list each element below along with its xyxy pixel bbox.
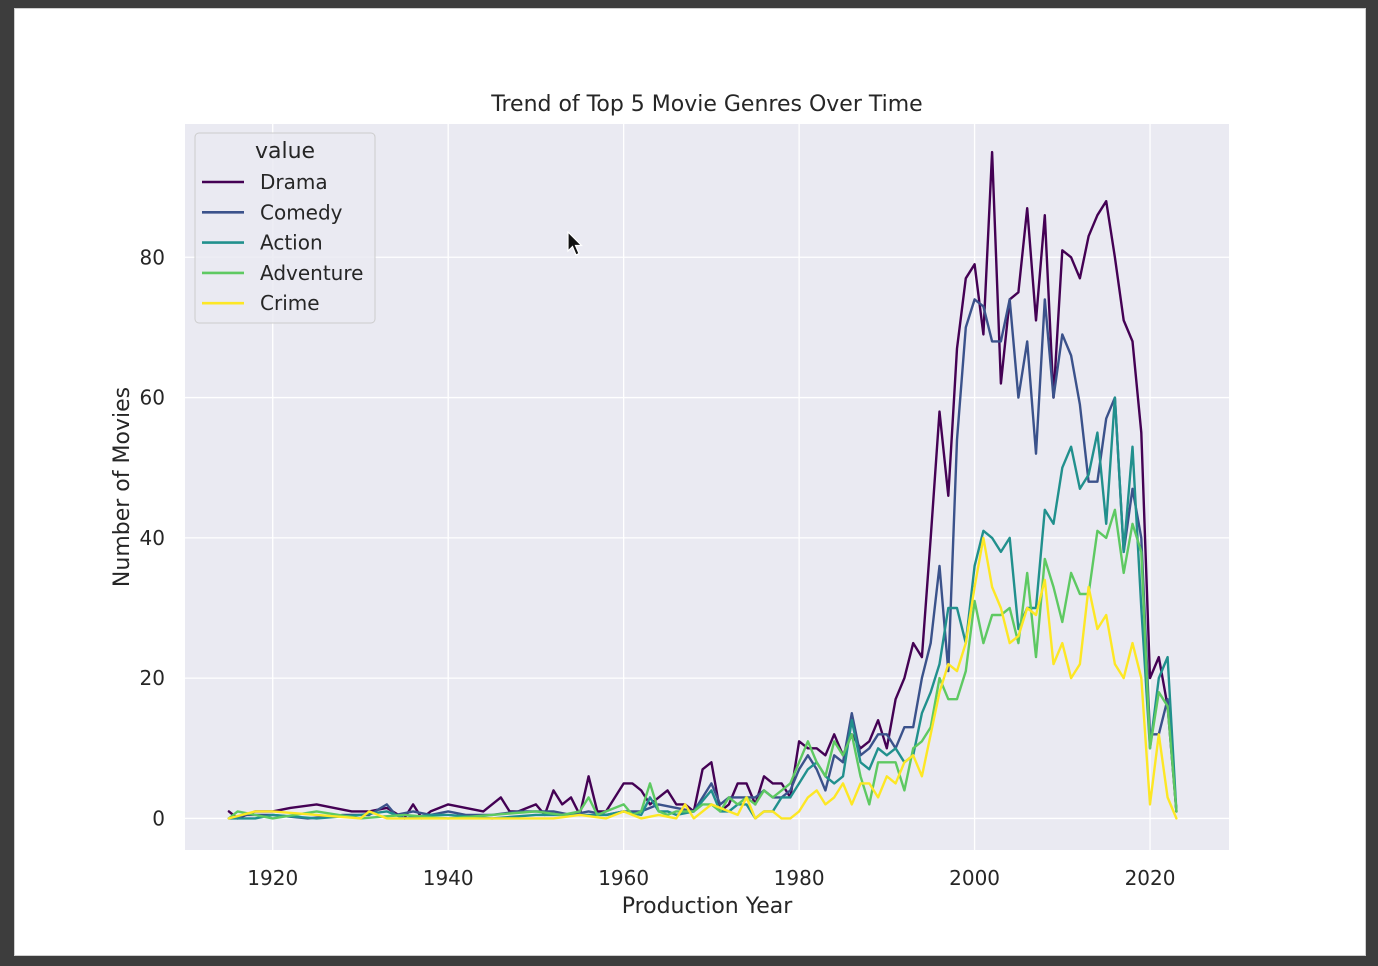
- legend-label-drama: Drama: [260, 170, 328, 194]
- x-tick-label: 1920: [247, 866, 298, 890]
- series-lines: [227, 150, 1178, 820]
- chart-title: Trend of Top 5 Movie Genres Over Time: [490, 92, 922, 117]
- series-line-comedy: [227, 298, 1178, 820]
- series-line-action: [227, 396, 1178, 820]
- y-axis-title: Number of Movies: [110, 387, 135, 587]
- x-tick-label: 2020: [1125, 866, 1176, 890]
- legend-box: [194, 132, 376, 324]
- series-line-crime: [227, 536, 1178, 820]
- figure: 1920 1940 1960 1980 2000 2020 0 20 40 60 80 Trend…: [14, 8, 1366, 956]
- y-tick-label: 60: [140, 386, 165, 410]
- x-tick-labels: 1920 1940 1960 1980 2000 2020: [247, 866, 1175, 890]
- legend-label-action: Action: [260, 231, 323, 255]
- legend-label-comedy: Comedy: [260, 200, 343, 224]
- legend-entries: Drama Comedy Action Adventure Crime: [202, 170, 363, 315]
- line-chart: 1920 1940 1960 1980 2000 2020 0 20 40 60 80 Trend…: [110, 92, 1229, 919]
- series-line-adventure: [227, 508, 1178, 820]
- legend-title: value: [255, 139, 315, 164]
- x-tick-label: 1980: [774, 866, 825, 890]
- grid-lines: [185, 124, 1229, 850]
- mouse-pointer-icon: [567, 231, 583, 256]
- x-tick-label: 1960: [598, 866, 649, 890]
- x-tick-label: 2000: [949, 866, 1000, 890]
- x-tick-label: 1940: [423, 866, 474, 890]
- legend-label-crime: Crime: [260, 291, 320, 315]
- y-tick-label: 20: [140, 666, 165, 690]
- legend-label-adventure: Adventure: [260, 261, 363, 285]
- y-tick-label: 0: [152, 806, 165, 830]
- y-tick-label: 40: [140, 526, 165, 550]
- y-tick-label: 80: [140, 245, 165, 269]
- y-tick-labels: 0 20 40 60 80: [140, 245, 165, 830]
- legend: value Drama Comedy Action Adventure Crime: [194, 132, 376, 324]
- series-line-drama: [227, 150, 1178, 820]
- x-axis-title: Production Year: [622, 894, 794, 919]
